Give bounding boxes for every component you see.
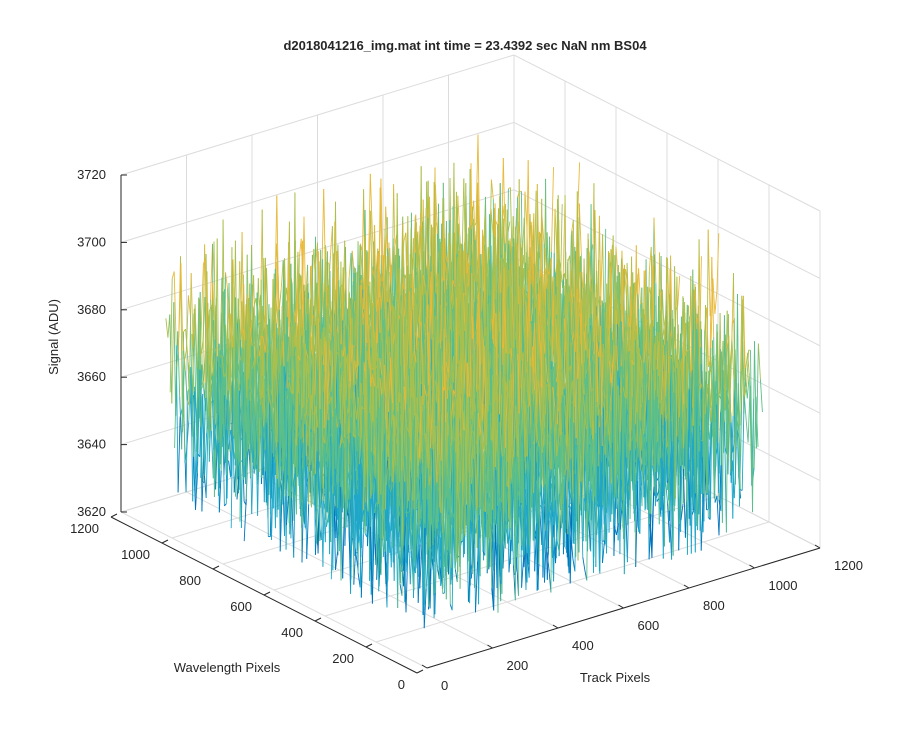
surface-segment [244, 499, 246, 541]
